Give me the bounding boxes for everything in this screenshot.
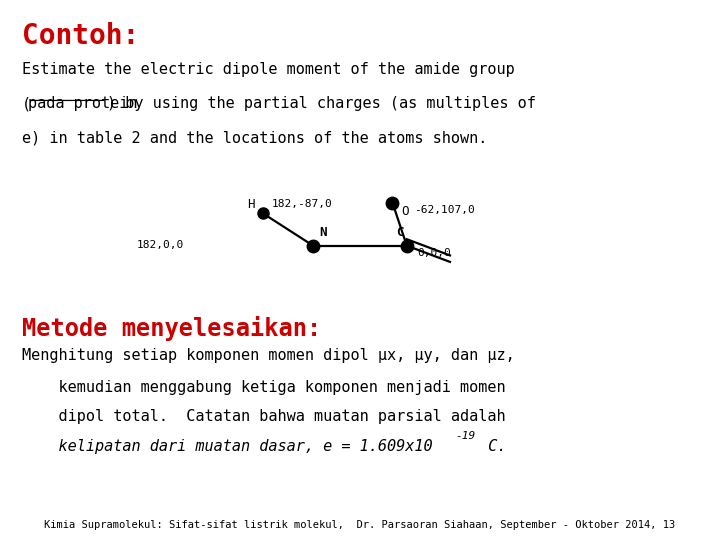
Text: H: H (247, 198, 254, 211)
Text: 182,0,0: 182,0,0 (137, 240, 184, 249)
Text: -62,107,0: -62,107,0 (414, 205, 474, 215)
Text: 0,0,0: 0,0,0 (418, 248, 451, 259)
Text: Metode menyelesaikan:: Metode menyelesaikan: (22, 316, 321, 341)
Text: dipol total.  Catatan bahwa muatan parsial adalah: dipol total. Catatan bahwa muatan parsia… (22, 409, 505, 424)
Text: Kimia Supramolekul: Sifat-sifat listrik molekul,  Dr. Parsaoran Siahaan, Septemb: Kimia Supramolekul: Sifat-sifat listrik … (45, 520, 675, 530)
Text: C: C (396, 226, 403, 239)
Text: Menghitung setiap komponen momen dipol μx, μy, dan μz,: Menghitung setiap komponen momen dipol μ… (22, 348, 514, 363)
Text: Contoh:: Contoh: (22, 22, 139, 50)
Text: O: O (401, 205, 408, 218)
Text: N: N (319, 226, 326, 239)
Text: Estimate the electric dipole moment of the amide group: Estimate the electric dipole moment of t… (22, 62, 514, 77)
Text: e) in table 2 and the locations of the atoms shown.: e) in table 2 and the locations of the a… (22, 131, 487, 146)
Text: (: ( (22, 96, 31, 111)
Text: kelipatan dari muatan dasar, e = 1.609x10: kelipatan dari muatan dasar, e = 1.609x1… (22, 439, 432, 454)
Text: 182,-87,0: 182,-87,0 (271, 199, 332, 209)
Text: pada protein: pada protein (28, 96, 138, 111)
Text: kemudian menggabung ketiga komponen menjadi momen: kemudian menggabung ketiga komponen menj… (22, 380, 505, 395)
Text: ) by using the partial charges (as multiples of: ) by using the partial charges (as multi… (107, 96, 536, 111)
Text: -19: -19 (455, 431, 475, 441)
Text: C.: C. (479, 439, 506, 454)
